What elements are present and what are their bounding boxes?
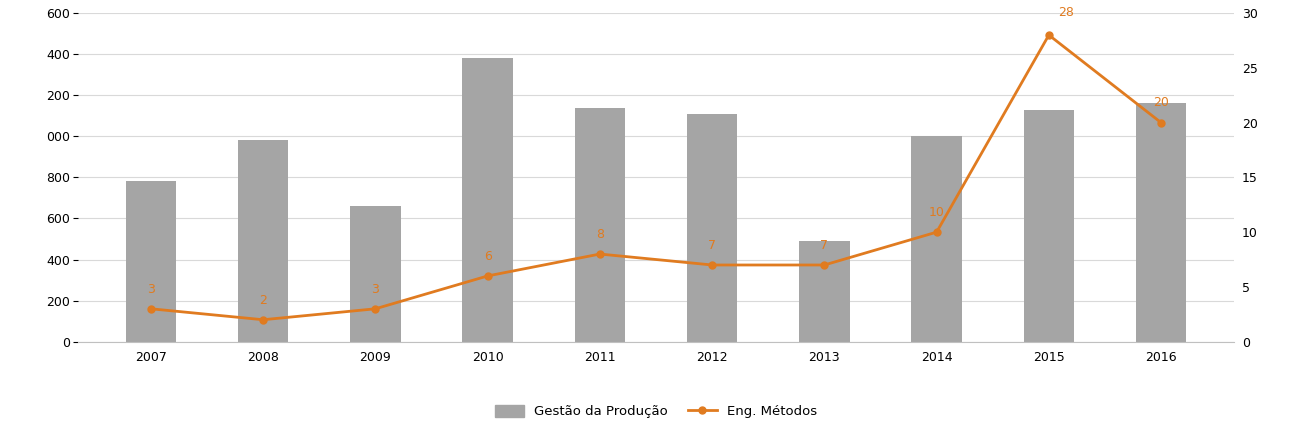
- Text: 10: 10: [929, 206, 944, 219]
- Bar: [574, 108, 625, 342]
- Text: 7: 7: [708, 239, 716, 252]
- Eng. Métodos: [704, 262, 720, 268]
- Bar: [1135, 103, 1186, 342]
- Eng. Métodos: [1040, 32, 1056, 38]
- Bar: [799, 241, 850, 342]
- Eng. Métodos: [479, 273, 495, 279]
- Text: 2: 2: [260, 293, 268, 307]
- Text: 8: 8: [596, 228, 604, 241]
- Bar: [1024, 110, 1074, 342]
- Eng. Métodos: [143, 306, 158, 311]
- Text: 20: 20: [1154, 96, 1169, 110]
- Bar: [238, 141, 288, 342]
- Eng. Métodos: [592, 251, 608, 257]
- Eng. Métodos: [817, 262, 833, 268]
- Bar: [912, 136, 961, 342]
- Legend: Gestão da Produção, Eng. Métodos: Gestão da Produção, Eng. Métodos: [490, 400, 822, 424]
- Bar: [462, 58, 513, 342]
- Eng. Métodos: [929, 230, 944, 235]
- Eng. Métodos: [368, 306, 383, 311]
- Text: 3: 3: [147, 283, 155, 296]
- Bar: [351, 206, 400, 342]
- Text: 6: 6: [483, 250, 491, 263]
- Line: Eng. Métodos: Eng. Métodos: [147, 32, 1165, 323]
- Bar: [126, 181, 177, 342]
- Text: 3: 3: [372, 283, 379, 296]
- Text: 7: 7: [821, 239, 829, 252]
- Eng. Métodos: [256, 317, 271, 322]
- Text: 28: 28: [1057, 6, 1073, 19]
- Bar: [687, 114, 738, 342]
- Eng. Métodos: [1154, 120, 1169, 125]
